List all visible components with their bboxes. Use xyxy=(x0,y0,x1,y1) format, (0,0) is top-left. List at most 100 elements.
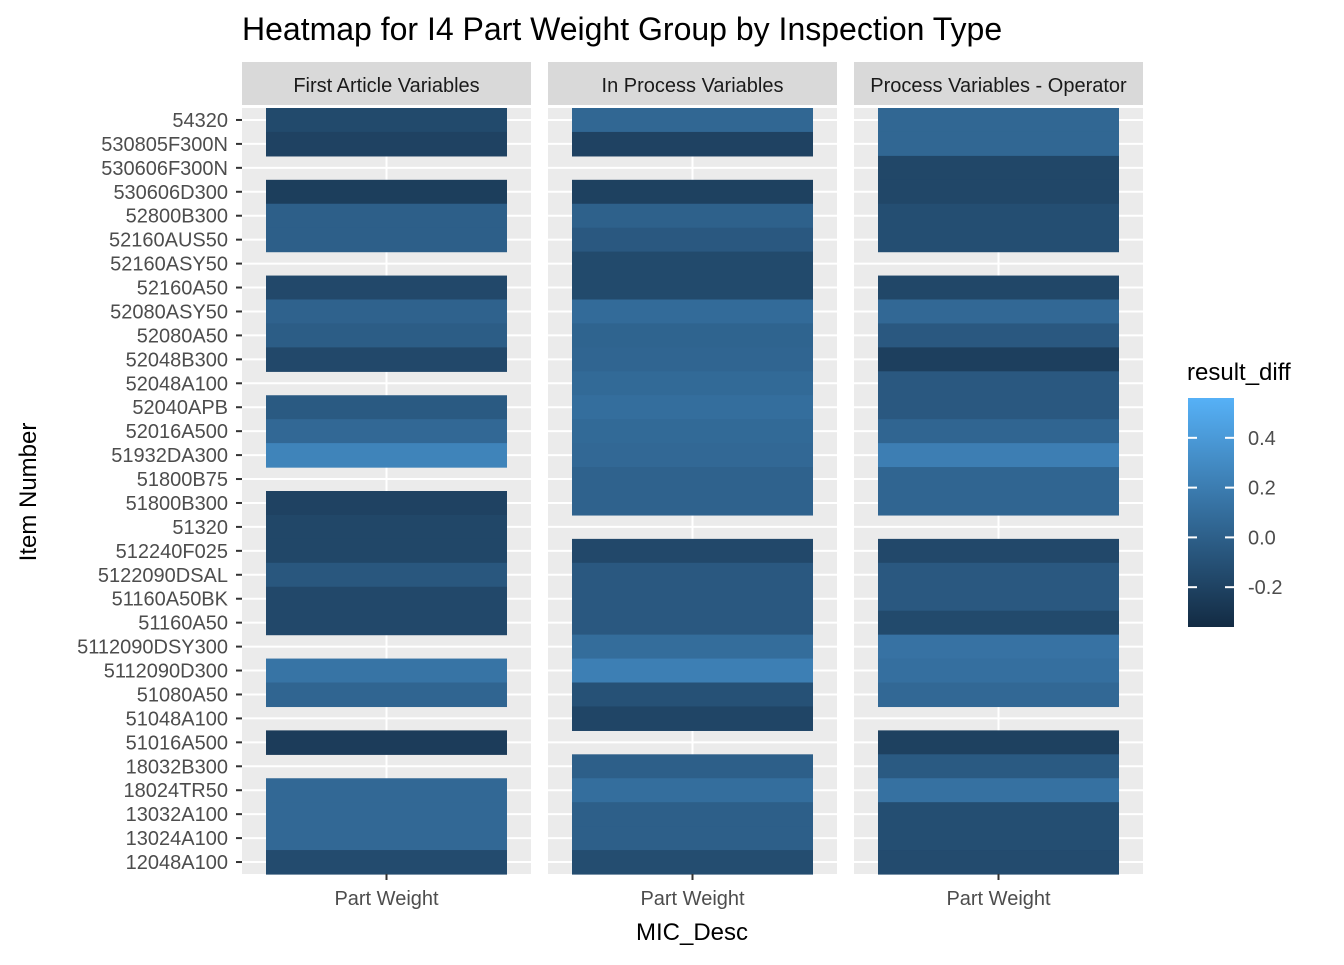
heat-cell xyxy=(572,323,813,348)
heat-cell xyxy=(572,634,813,660)
y-tick-label: 530805F300N xyxy=(101,134,228,156)
y-tick-label: 52048A100 xyxy=(126,373,228,395)
y-tick-label: 51016A500 xyxy=(126,732,228,754)
heat-cell xyxy=(878,371,1119,396)
heat-cell xyxy=(572,275,813,301)
heat-cell xyxy=(878,395,1119,420)
heat-cell xyxy=(572,658,813,684)
heat-cell xyxy=(572,179,813,205)
heat-cell xyxy=(572,706,813,731)
y-tick-label: 530606D300 xyxy=(113,182,228,204)
y-tick-label: 51800B300 xyxy=(126,493,228,515)
heat-cell xyxy=(572,227,813,253)
x-tick-label: Part Weight xyxy=(946,888,1051,910)
heat-cell xyxy=(878,179,1119,205)
heat-cell xyxy=(572,371,813,396)
heat-cell xyxy=(878,299,1119,325)
heat-cell xyxy=(572,802,813,827)
heat-cell xyxy=(572,754,813,779)
heat-cell xyxy=(266,203,507,229)
heat-cell xyxy=(572,203,813,229)
heat-cell xyxy=(266,419,507,444)
heat-cell xyxy=(266,323,507,348)
heat-cell xyxy=(572,108,813,133)
y-axis: 54320530805F300N530606F300N530606D300528… xyxy=(77,110,242,874)
heat-cell xyxy=(572,562,813,588)
heat-cell xyxy=(266,586,507,612)
heat-cell xyxy=(878,658,1119,684)
y-tick-label: 52160A50 xyxy=(137,278,228,300)
heat-cell xyxy=(266,443,507,468)
heat-cell xyxy=(878,562,1119,588)
legend-colorbar xyxy=(1188,398,1234,627)
heat-cell xyxy=(878,275,1119,301)
heat-cell xyxy=(266,538,507,564)
heat-cell xyxy=(878,443,1119,468)
y-tick-label: 52080A50 xyxy=(137,325,228,347)
heat-cell xyxy=(878,634,1119,660)
y-tick-label: 18032B300 xyxy=(126,756,228,778)
y-tick-label: 12048A100 xyxy=(126,852,228,874)
y-tick-label: 51932DA300 xyxy=(111,445,228,467)
heat-cell xyxy=(878,778,1119,803)
y-tick-label: 54320 xyxy=(172,110,228,132)
x-tick-label: Part Weight xyxy=(334,888,439,910)
heat-cell xyxy=(878,754,1119,779)
heat-cell xyxy=(878,850,1119,875)
heat-cell xyxy=(266,227,507,253)
heat-cell xyxy=(878,108,1119,133)
y-tick-label: 52016A500 xyxy=(126,421,228,443)
heat-cell xyxy=(878,323,1119,348)
heat-cell xyxy=(266,347,507,372)
heat-cell xyxy=(878,586,1119,612)
heat-cell xyxy=(572,826,813,851)
heat-cell xyxy=(572,419,813,444)
heat-cell xyxy=(266,802,507,827)
heat-cell xyxy=(878,227,1119,253)
facet-strip xyxy=(854,62,1143,105)
heat-cell xyxy=(266,778,507,803)
heat-cell xyxy=(266,299,507,325)
y-tick-label: 52160ASY50 xyxy=(110,254,228,276)
facet-label: In Process Variables xyxy=(602,75,784,97)
heat-cell xyxy=(572,491,813,516)
facet-label: Process Variables - Operator xyxy=(870,75,1127,97)
y-tick-label: 52080ASY50 xyxy=(110,301,228,323)
heat-cell xyxy=(266,826,507,851)
heat-cell xyxy=(878,131,1119,157)
heat-cell xyxy=(266,275,507,301)
y-tick-label: 512240F025 xyxy=(116,541,228,563)
facet-label: First Article Variables xyxy=(293,75,479,97)
y-tick-label: 5112090DSY300 xyxy=(77,637,228,659)
facet-strip xyxy=(548,62,837,105)
y-tick-label: 51320 xyxy=(172,517,228,539)
y-axis-title: Item Number xyxy=(15,423,42,562)
heat-cell xyxy=(572,610,813,636)
legend-tick-label: 0.0 xyxy=(1248,527,1276,549)
heat-cell xyxy=(878,802,1119,827)
y-tick-label: 51800B75 xyxy=(137,469,228,491)
heat-cell xyxy=(572,850,813,875)
heat-cell xyxy=(878,347,1119,372)
y-tick-label: 51160A50 xyxy=(138,613,228,635)
y-tick-label: 18024TR50 xyxy=(123,780,228,802)
facet-panel-1: First Article Variables Part Weight xyxy=(242,62,531,910)
heat-cell xyxy=(266,850,507,875)
heat-cell xyxy=(572,443,813,468)
heat-cell xyxy=(266,131,507,157)
heat-cell xyxy=(266,395,507,420)
facet-panel-3: Process Variables - Operator Part Weight xyxy=(854,62,1143,910)
heat-cell xyxy=(266,562,507,588)
y-tick-label: 51080A50 xyxy=(137,684,228,706)
heat-cell xyxy=(878,419,1119,444)
heat-cell xyxy=(572,586,813,612)
facet-panel-2: In Process Variables Part Weight xyxy=(548,62,837,910)
heat-cell xyxy=(572,131,813,157)
legend-tick-label: -0.2 xyxy=(1248,577,1282,599)
chart-title: Heatmap for I4 Part Weight Group by Insp… xyxy=(242,11,1002,47)
heat-cell xyxy=(266,682,507,708)
heat-cell xyxy=(266,658,507,684)
y-tick-label: 530606F300N xyxy=(101,158,228,180)
